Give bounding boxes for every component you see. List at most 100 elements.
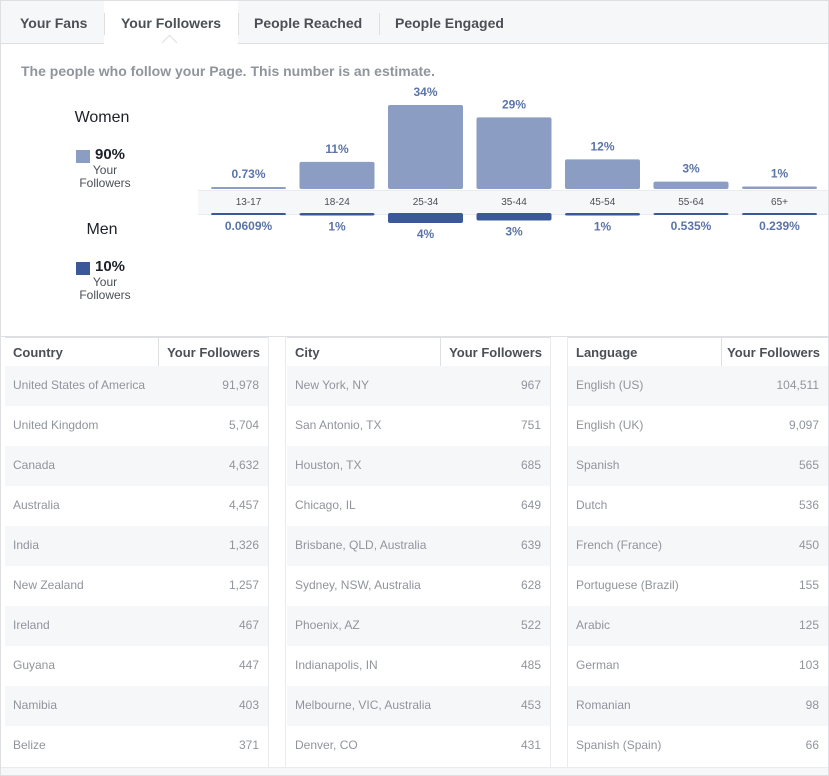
follower-count: 103 xyxy=(798,658,819,672)
follower-count: 467 xyxy=(238,618,259,632)
follower-count: 4,457 xyxy=(228,498,259,512)
follower-count: 565 xyxy=(798,458,819,472)
follower-count: 485 xyxy=(520,658,541,672)
women-bar-25-34[interactable] xyxy=(388,105,463,189)
follower-count: 5,704 xyxy=(228,418,259,432)
follower-count: 639 xyxy=(520,538,541,552)
country-name: Australia xyxy=(13,498,60,512)
table-row: Romanian 98 xyxy=(568,686,828,726)
column-divider xyxy=(440,338,441,366)
city-name: San Antonio, TX xyxy=(295,418,382,432)
tab-your-followers[interactable]: Your Followers xyxy=(121,15,222,31)
follower-count: 967 xyxy=(520,378,541,392)
language-name: Spanish (Spain) xyxy=(576,738,662,752)
table-row: Melbourne, VIC, Australia 453 xyxy=(287,686,550,726)
city-name: Chicago, IL xyxy=(295,498,356,512)
men-value-label: 1% xyxy=(594,220,612,234)
men-bar-55-64[interactable] xyxy=(653,213,729,215)
language-name: English (US) xyxy=(576,378,644,392)
table-row: Namibia 403 xyxy=(5,686,268,726)
country-name: Canada xyxy=(13,458,56,472)
language-name: Dutch xyxy=(576,498,608,512)
women-value-label: 3% xyxy=(682,162,700,176)
follower-count: 66 xyxy=(805,738,819,752)
followers-column-header[interactable]: Your Followers xyxy=(167,345,260,360)
women-value-label: 1% xyxy=(771,167,789,181)
table-row: Sydney, NSW, Australia 628 xyxy=(287,566,550,606)
table-row: Arabic 125 xyxy=(568,606,828,646)
table-row: Spanish (Spain) 66 xyxy=(568,726,828,766)
language-name: Arabic xyxy=(576,618,611,632)
table-row: Portuguese (Brazil) 155 xyxy=(568,566,828,606)
city-name: Brisbane, QLD, Australia xyxy=(295,538,427,552)
legend-women-caption-2: Followers xyxy=(79,176,131,190)
city-name: Melbourne, VIC, Australia xyxy=(295,698,432,712)
city-name: Phoenix, AZ xyxy=(295,618,360,632)
women-bar-13-17[interactable] xyxy=(211,187,286,189)
follower-count: 1,326 xyxy=(228,538,259,552)
table-row: Canada 4,632 xyxy=(5,446,268,486)
city-table: City Your Followers New York, NY 967 San Ant… xyxy=(287,337,550,767)
men-bar-35-44[interactable] xyxy=(476,213,552,221)
women-value-label: 29% xyxy=(502,97,526,111)
follower-count: 371 xyxy=(238,738,259,752)
country-name: Belize xyxy=(13,738,46,752)
age-gender-chart: 0.73% 13-17 0.0609% 11% 18-24 1% 34% 25-34 4% 29%… xyxy=(211,85,817,241)
legend-men-caption-2: Followers xyxy=(79,288,131,302)
follower-count: 9,097 xyxy=(788,418,819,432)
women-value-label: 11% xyxy=(325,142,349,156)
follower-count: 98 xyxy=(805,698,819,712)
tab-your-fans[interactable]: Your Fans xyxy=(20,15,88,31)
table-header: Country Your Followers xyxy=(5,337,268,367)
tab-divider xyxy=(104,13,105,35)
city-name: Houston, TX xyxy=(295,458,362,472)
table-header: Language Your Followers xyxy=(568,337,828,367)
language-name: Romanian xyxy=(576,698,631,712)
table-row: Brisbane, QLD, Australia 639 xyxy=(287,526,550,566)
women-bar-35-44[interactable] xyxy=(476,117,552,189)
men-value-label: 1% xyxy=(328,220,346,234)
table-row: Chicago, IL 649 xyxy=(287,486,550,526)
city-name: Indianapolis, IN xyxy=(295,658,378,672)
women-bar-45-54[interactable] xyxy=(565,159,640,189)
country-name: Guyana xyxy=(13,658,56,672)
legend-men-swatch xyxy=(76,262,90,275)
country-name: Ireland xyxy=(13,618,50,632)
women-bar-65+[interactable] xyxy=(742,186,817,189)
men-value-label: 0.239% xyxy=(759,219,800,233)
age-axis-band xyxy=(198,190,828,215)
legend-men-percent: 10% xyxy=(95,258,126,275)
follower-count: 1,257 xyxy=(228,578,259,592)
men-bar-13-17[interactable] xyxy=(211,213,286,215)
follower-count: 450 xyxy=(798,538,819,552)
men-bar-65+[interactable] xyxy=(742,213,817,215)
table-row: Belize 371 xyxy=(5,726,268,766)
tab-divider xyxy=(238,13,239,35)
language-name: English (UK) xyxy=(576,418,644,432)
table-row: Guyana 447 xyxy=(5,646,268,686)
table-row: New Zealand 1,257 xyxy=(5,566,268,606)
men-bar-18-24[interactable] xyxy=(299,213,375,216)
city-column-header[interactable]: City xyxy=(295,345,320,360)
language-column-header[interactable]: Language xyxy=(576,345,638,360)
women-bar-18-24[interactable] xyxy=(299,161,375,189)
tab-people-engaged[interactable]: People Engaged xyxy=(395,15,504,31)
women-bar-55-64[interactable] xyxy=(653,181,729,189)
table-row: Indianapolis, IN 485 xyxy=(287,646,550,686)
tab-people-reached[interactable]: People Reached xyxy=(254,15,363,31)
followers-column-header[interactable]: Your Followers xyxy=(727,345,820,360)
bottom-band xyxy=(1,767,828,775)
legend-women-swatch xyxy=(76,150,90,163)
men-bar-25-34[interactable] xyxy=(388,213,463,223)
men-bar-45-54[interactable] xyxy=(565,213,640,216)
chart-description: The people who follow your Page. This nu… xyxy=(21,63,435,79)
table-row: Denver, CO 431 xyxy=(287,726,550,766)
country-column-header[interactable]: Country xyxy=(13,345,63,360)
table-row: Australia 4,457 xyxy=(5,486,268,526)
follower-count: 628 xyxy=(520,578,541,592)
follower-count: 685 xyxy=(520,458,541,472)
table-row: Ireland 467 xyxy=(5,606,268,646)
followers-column-header[interactable]: Your Followers xyxy=(449,345,542,360)
section-divider xyxy=(1,336,828,337)
